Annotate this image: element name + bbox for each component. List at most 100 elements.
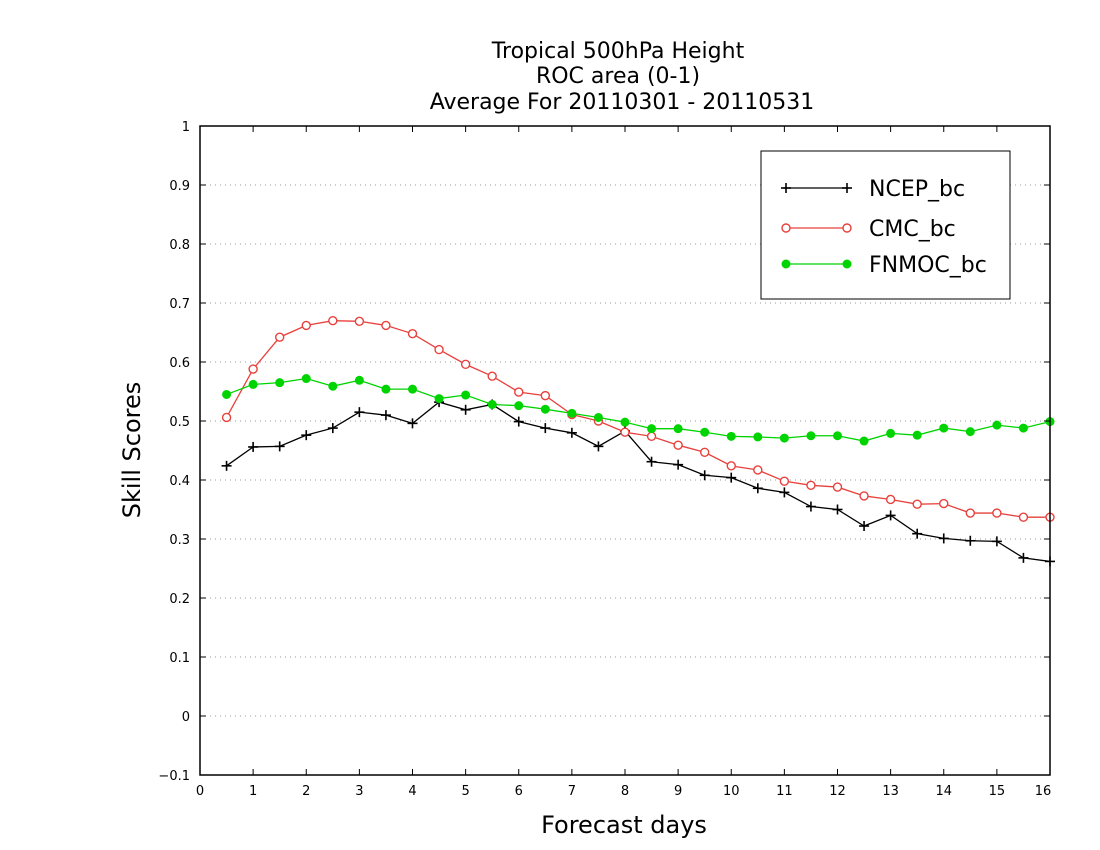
x-tick-label: 2 [302, 784, 310, 799]
fnmoc-bc-point [461, 390, 471, 400]
legend-label: NCEP_bc [869, 177, 965, 202]
ncep-bc-point [221, 460, 232, 471]
fnmoc-bc-line [226, 377, 1051, 442]
ncep-bc-point [1018, 552, 1029, 563]
x-tick-label: 3 [355, 784, 363, 799]
cmc-bc-point [859, 491, 869, 501]
cmc-bc-point [992, 508, 1002, 518]
legend-item-fnmoc-bc: FNMOC_bc [781, 253, 987, 278]
cmc-bc-point [301, 320, 311, 331]
ncep-bc-point [938, 533, 949, 544]
fnmoc-bc-point [301, 374, 311, 384]
fnmoc-bc-point [992, 420, 1002, 430]
y-tick-label: 0.1 [169, 651, 190, 666]
cmc-bc-point [699, 447, 710, 457]
fnmoc-bc-point [1018, 423, 1028, 433]
legend-marker [781, 183, 791, 193]
ncep-bc-point [380, 410, 391, 421]
cmc-bc-point [328, 316, 338, 326]
cmc-bc-point [1018, 512, 1029, 522]
fnmoc-bc-point [620, 417, 630, 427]
fnmoc-bc-point [593, 412, 603, 422]
fnmoc-bc-point [514, 401, 524, 411]
y-tick-label: 0.3 [169, 533, 190, 548]
cmc-bc-point [646, 431, 657, 442]
fnmoc-bc-point [248, 379, 258, 389]
ncep-bc-point [407, 418, 418, 429]
cmc-bc-point [221, 412, 232, 423]
ncep-bc-point [354, 407, 365, 418]
legend-marker [781, 223, 791, 233]
x-tick-label: 8 [621, 784, 629, 799]
cmc-bc-point [673, 440, 683, 450]
cmc-bc-point [460, 359, 471, 370]
fnmoc-bc-point [965, 427, 975, 437]
ncep-bc-point [248, 441, 259, 452]
y-tick-label: −0.1 [158, 769, 190, 784]
cmc-bc-point [753, 465, 763, 475]
cmc-bc-point [779, 476, 790, 486]
ncep-bc-point [540, 423, 551, 434]
cmc-bc-point [620, 427, 630, 437]
x-tick-label: 6 [515, 784, 523, 799]
x-tick-label: 12 [829, 784, 846, 799]
ncep-bc-point [859, 521, 870, 532]
fnmoc-bc-point [939, 423, 949, 433]
fnmoc-bc-point [886, 428, 896, 438]
y-tick-label: 0.8 [169, 238, 190, 253]
cmc-bc-point [354, 316, 365, 326]
ncep-bc-point [779, 487, 790, 498]
fnmoc-bc-point [859, 436, 869, 446]
cmc-bc-point [540, 390, 551, 401]
fnmoc-bc-point [567, 408, 577, 418]
cmc-bc-point [965, 508, 976, 518]
cmc-bc-line [225, 320, 1050, 518]
cmc-bc-point [274, 332, 285, 342]
fnmoc-bc-point [647, 424, 657, 434]
fnmoc-bc-point [328, 381, 338, 391]
series-layer [221, 316, 1055, 567]
cmc-bc-point [806, 480, 816, 491]
chart-title-line-2: ROC area (0-1) [536, 64, 700, 89]
chart-title-line-1: Tropical 500hPa Height [491, 39, 745, 64]
ncep-bc-point [460, 404, 471, 415]
ncep-bc-point [726, 472, 737, 483]
ncep-bc-point [301, 430, 312, 441]
cmc-bc-point [726, 461, 736, 471]
fnmoc-bc-point [912, 430, 922, 440]
fnmoc-bc-point [540, 404, 550, 414]
ncep-bc-point [646, 456, 657, 467]
cmc-bc-point [381, 320, 391, 331]
legend-label: FNMOC_bc [869, 253, 987, 278]
legend-item-ncep-bc: NCEP_bc [781, 177, 965, 202]
cmc-bc-point [885, 494, 896, 505]
cmc-bc-point [487, 371, 497, 381]
x-axis: 0 1 2 3 4 5 6 7 8 9 10 11 12 13 14 15 16 [196, 126, 1051, 799]
legend-marker [842, 223, 852, 233]
cmc-bc-point [912, 499, 922, 509]
legend: NCEP_bc CMC_bc FNMOC_bc [760, 150, 1011, 300]
ncep-bc-point [673, 459, 684, 470]
legend-marker [781, 259, 791, 269]
fnmoc-bc-point [222, 389, 232, 399]
x-tick-label: 11 [776, 784, 793, 799]
y-tick-label: 0.7 [169, 297, 190, 312]
legend-label: CMC_bc [869, 217, 956, 242]
y-tick-label: 0.2 [169, 592, 190, 607]
y-axis: −0.1 0 0.1 0.2 0.3 0.4 0.5 0.6 0.7 0.8 0.9 1 [158, 120, 1050, 784]
legend-item-cmc-bc: CMC_bc [781, 217, 956, 242]
fnmoc-bc-point [354, 375, 364, 385]
ncep-bc-point [832, 504, 843, 515]
fnmoc-bc-point [700, 427, 710, 437]
ncep-bc-point [699, 470, 710, 481]
y-tick-label: 0.6 [169, 356, 190, 371]
fnmoc-bc-point [381, 384, 391, 394]
x-tick-label: 4 [408, 784, 416, 799]
ncep-bc-point [965, 535, 976, 546]
x-tick-label: 15 [989, 784, 1006, 799]
y-tick-label: 0.9 [169, 179, 190, 194]
x-tick-label: 7 [568, 784, 576, 799]
series-ncep-bc [221, 397, 1055, 567]
x-tick-label: 13 [882, 784, 899, 799]
x-tick-label: 14 [935, 784, 952, 799]
